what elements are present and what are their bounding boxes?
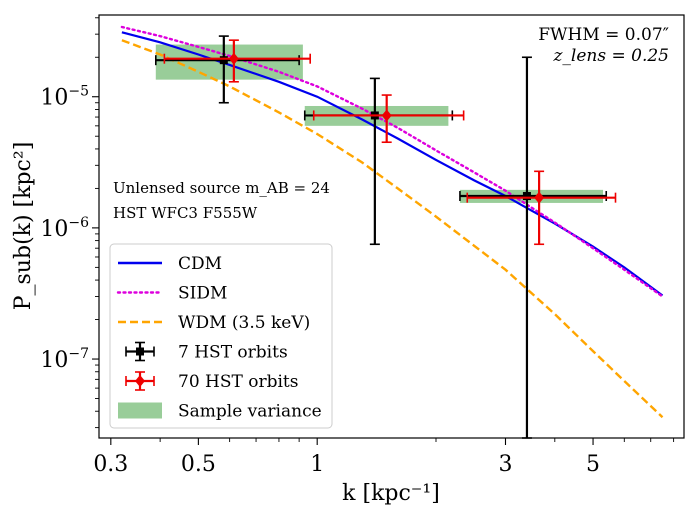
legend-label-cdm: CDM	[178, 254, 222, 274]
orbits-70-point-1	[163, 39, 311, 83]
legend-entry-7-hst-orbits: 7 HST orbits	[125, 341, 288, 363]
orbits-70-point-2	[312, 94, 465, 144]
orbits-7-marker-3	[522, 192, 531, 201]
zlens-annotation: z_lens = 0.25	[552, 46, 669, 66]
legend-label-wdm-3-5-kev: WDM (3.5 keV)	[178, 313, 310, 333]
x-axis-label: k [kpc⁻¹]	[342, 481, 440, 506]
x-tick-label-0_3: 0.3	[93, 452, 128, 477]
legend-entry-sample-variance: Sample variance	[118, 402, 322, 422]
legend-entry-sidm: SIDM	[116, 284, 227, 304]
x-tick-label-3: 3	[498, 452, 512, 477]
x-tick-label-5: 5	[586, 452, 600, 477]
x-tick-label-0_5: 0.5	[181, 452, 216, 477]
plot-frame	[98, 14, 685, 439]
legend-entry-wdm-3-5-kev: WDM (3.5 keV)	[118, 313, 310, 333]
y-tick-label-m5: 10−5	[40, 84, 89, 111]
legend-entry-70-hst-orbits: 70 HST orbits	[125, 371, 299, 392]
errorbar-layer	[154, 35, 617, 439]
orbits-70-marker-1	[228, 52, 239, 65]
legend-entry-cdm: CDM	[118, 254, 222, 274]
source-annotation: Unlensed source m_AB = 24	[113, 179, 330, 197]
legend-swatch-marker	[135, 375, 145, 387]
orbits-70-marker-3	[534, 191, 545, 204]
legend-label-sample-variance: Sample variance	[178, 402, 322, 422]
orbits-7-point-3	[459, 56, 608, 439]
legend-label-sidm: SIDM	[178, 284, 227, 304]
orbits-7-marker-1	[219, 56, 228, 65]
x-axis-ticks: 0.3 0.5 1 3 5	[93, 438, 675, 477]
instrument-annotation: HST WFC3 F555W	[113, 204, 258, 222]
annotations: FWHM = 0.07″ z_lens = 0.25 Unlensed sour…	[113, 25, 669, 222]
legend-label-7-hst-orbits: 7 HST orbits	[178, 343, 288, 363]
y-tick-label-m6: 10−6	[40, 215, 89, 242]
y-axis-label: P_sub(k) [kpc²]	[11, 142, 36, 311]
legend-swatch-sample-variance	[118, 402, 162, 419]
legend-swatch-marker	[136, 347, 144, 356]
fwhm-annotation: FWHM = 0.07″	[538, 25, 669, 45]
variance-box-1	[155, 44, 303, 80]
x-tick-label-1: 1	[310, 452, 324, 477]
wdm-3-5-kev-curve	[121, 39, 664, 419]
orbits-7-point-1	[154, 35, 300, 104]
legend-box	[109, 243, 333, 429]
sidm-curve	[120, 25, 664, 298]
y-axis-ticks: 10−7 10−6 10−5	[40, 17, 99, 429]
orbits-70-point-3	[466, 170, 617, 246]
orbits-70-marker-2	[381, 109, 392, 122]
legend: CDM SIDM WDM (3.5 keV) 7 HST orbits 70 HST o…	[109, 243, 333, 429]
orbits-70-errorbars	[163, 39, 617, 246]
legend-label-70-hst-orbits: 70 HST orbits	[178, 372, 299, 392]
y-tick-label-m7: 10−7	[40, 346, 89, 373]
